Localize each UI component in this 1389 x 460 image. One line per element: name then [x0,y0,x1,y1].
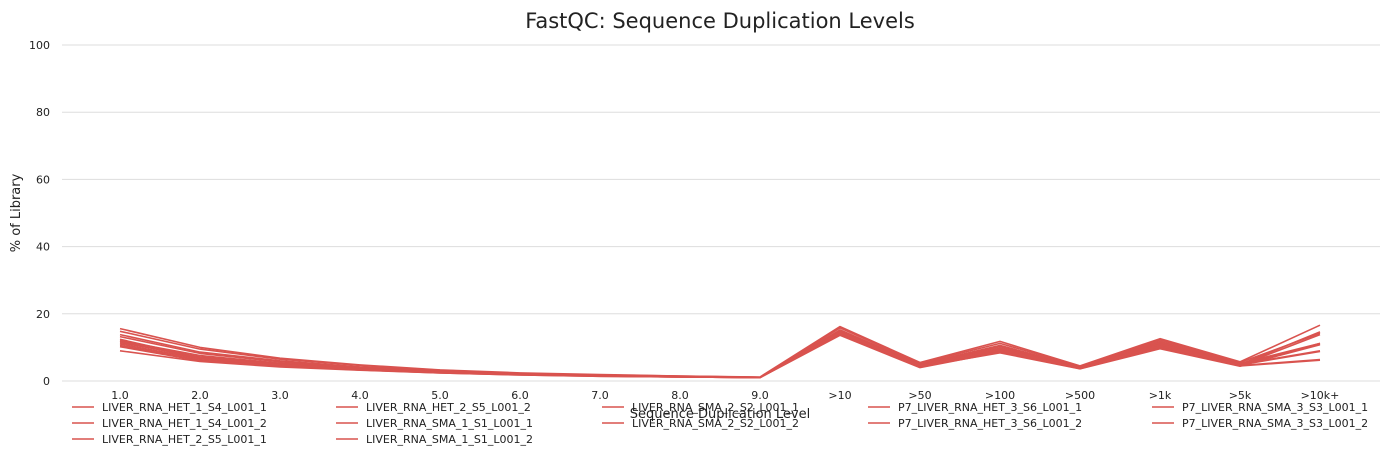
x-tick-label: 7.0 [591,389,609,402]
x-tick-label: 5.0 [431,389,449,402]
y-tick-label: 100 [29,39,50,52]
x-axis-label: Sequence Duplication Level [630,407,810,422]
legend-label: P7_LIVER_RNA_SMA_3_S3_L001_1 [1182,401,1368,414]
x-tick-label: >500 [1065,389,1095,402]
legend-label: P7_LIVER_RNA_HET_3_S6_L001_1 [898,401,1082,414]
series-line-11 [119,331,1321,379]
y-tick-label: 60 [36,173,50,186]
legend-label: LIVER_RNA_HET_2_S5_L001_1 [102,433,267,446]
legend-label: P7_LIVER_RNA_SMA_3_S3_L001_2 [1182,417,1368,430]
x-tick-label: >10 [828,389,851,402]
legend-label: LIVER_RNA_HET_1_S4_L001_2 [102,417,267,430]
series-lines [119,324,1321,379]
legend-item[interactable]: P7_LIVER_RNA_HET_3_S6_L001_2 [868,417,1082,430]
y-tick-label: 80 [36,106,50,119]
legend-item[interactable]: LIVER_RNA_SMA_2_S2_L001_1 [602,401,799,414]
x-tick-label: >100 [985,389,1015,402]
legend-item[interactable]: LIVER_RNA_HET_1_S4_L001_2 [72,417,267,430]
legend-item[interactable]: LIVER_RNA_HET_2_S5_L001_2 [336,401,531,414]
x-tick-label: >10k+ [1301,389,1340,402]
legend-item[interactable]: P7_LIVER_RNA_SMA_3_S3_L001_1 [1152,401,1368,414]
legend-label: LIVER_RNA_SMA_1_S1_L001_1 [366,417,533,430]
legend-item[interactable]: P7_LIVER_RNA_SMA_3_S3_L001_2 [1152,417,1368,430]
x-tick-label: 1.0 [111,389,129,402]
series-line-7 [119,333,1321,379]
legend-label: P7_LIVER_RNA_HET_3_S6_L001_2 [898,417,1082,430]
chart-title: FastQC: Sequence Duplication Levels [525,9,915,33]
series-line-6 [119,332,1321,379]
x-tick-label: 9.0 [751,389,769,402]
y-tick-label: 40 [36,241,50,254]
legend-item[interactable]: LIVER_RNA_SMA_1_S1_L001_2 [336,433,533,446]
x-tick-labels: 1.0 2.0 3.0 4.0 5.0 6.0 7.0 8.0 9.0 >10 >50 >100 >50… [111,389,1339,402]
legend-item[interactable]: LIVER_RNA_HET_2_S5_L001_1 [72,433,267,446]
series-line-9 [119,333,1321,379]
legend-label: LIVER_RNA_SMA_1_S1_L001_2 [366,433,533,446]
y-tick-labels: 0 20 40 60 80 100 [29,39,50,388]
series-line-10 [119,332,1321,379]
legend-label: LIVER_RNA_SMA_2_S2_L001_2 [632,417,799,430]
legend-item[interactable]: P7_LIVER_RNA_HET_3_S6_L001_1 [868,401,1082,414]
x-tick-label: 6.0 [511,389,529,402]
y-axis-label: % of Library [9,173,24,252]
legend-item[interactable]: LIVER_RNA_SMA_1_S1_L001_1 [336,417,533,430]
legend: LIVER_RNA_HET_1_S4_L001_1 LIVER_RNA_HET_1… [72,401,1368,446]
legend-item[interactable]: LIVER_RNA_SMA_2_S2_L001_2 [602,417,799,430]
x-tick-label: >1k [1149,389,1172,402]
legend-label: LIVER_RNA_HET_1_S4_L001_1 [102,401,267,414]
legend-label: LIVER_RNA_SMA_2_S2_L001_1 [632,401,799,414]
y-tick-label: 20 [36,308,50,321]
legend-label: LIVER_RNA_HET_2_S5_L001_2 [366,401,531,414]
series-line-12 [119,331,1321,379]
series-line-5 [119,331,1321,379]
x-tick-label: 4.0 [351,389,369,402]
series-line-8 [119,334,1321,379]
x-tick-label: >5k [1229,389,1252,402]
x-tick-label: >50 [908,389,931,402]
legend-item[interactable]: LIVER_RNA_HET_1_S4_L001_1 [72,401,267,414]
x-tick-label: 8.0 [671,389,689,402]
grid-lines [62,44,1380,382]
y-tick-label: 0 [43,375,50,388]
x-tick-label: 2.0 [191,389,209,402]
x-tick-label: 3.0 [271,389,289,402]
